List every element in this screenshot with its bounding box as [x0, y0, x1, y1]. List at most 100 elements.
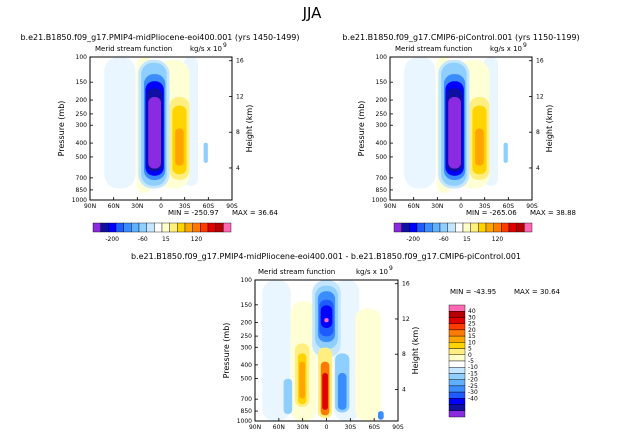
colorbar-swatch: [448, 391, 466, 399]
colorbar-label: -20: [468, 377, 478, 384]
x-tick-label: 30N: [297, 424, 309, 431]
y-axis-label: Pressure (mb): [57, 101, 66, 157]
y-axis-label-right: Height (km): [545, 105, 554, 153]
colorbar-swatch: [192, 222, 201, 233]
colorbar-swatch: [448, 373, 466, 380]
colorbar-swatch: [432, 222, 441, 233]
colorbar-swatch: [424, 222, 433, 233]
y-tick-label: 250: [76, 111, 88, 118]
colorbar-swatch: [146, 222, 155, 233]
colorbar-swatch: [493, 222, 502, 233]
min-value-label: MIN = -250.97: [168, 209, 219, 217]
contour-region: [503, 142, 508, 163]
y-tick-label: 700: [76, 175, 88, 182]
y-tick-label: 250: [376, 111, 388, 118]
colorbar-swatch: [485, 222, 494, 233]
units-exponent: 9: [223, 42, 227, 49]
height-tick-label: 16: [536, 58, 544, 65]
y-axis-label-right: Height (km): [245, 105, 254, 153]
colorbar-swatch: [501, 222, 510, 233]
y-tick-label: 150: [376, 79, 388, 86]
colorbar-swatch: [448, 410, 466, 418]
height-tick-label: 12: [402, 316, 410, 323]
colorbar-swatch: [416, 222, 425, 233]
colorbar-label: -40: [468, 395, 478, 402]
colorbar-swatch: [448, 367, 466, 374]
contour-region: [320, 305, 333, 328]
x-tick-label: 90S: [392, 424, 404, 431]
colorbar-label: 30: [468, 314, 476, 321]
colorbar-swatch: [448, 311, 466, 318]
plot-title: Merid stream function: [395, 45, 472, 53]
units-label: kg/s x 10: [356, 268, 388, 276]
colorbar-swatch: [448, 398, 466, 405]
contour-region: [377, 411, 384, 420]
case-label: b.e21.B1850.f09_g17.CMIP6-piControl.001 …: [342, 33, 579, 42]
y-tick-label: 1000: [237, 418, 252, 425]
colorbar-swatch: [516, 222, 525, 233]
y-axis-label: Pressure (mb): [222, 323, 231, 379]
x-tick-label: 90S: [226, 203, 238, 210]
colorbar-label: 0: [468, 352, 472, 359]
y-tick-label: 850: [241, 408, 253, 415]
x-tick-label: 60N: [273, 424, 285, 431]
figure-title: JJA: [302, 4, 323, 22]
y-tick-label: 200: [376, 97, 388, 104]
min-value-label: MIN = -43.95: [450, 288, 496, 296]
contour-region: [404, 57, 436, 189]
y-axis-label: Pressure (mb): [357, 101, 366, 157]
colorbar-swatch: [478, 222, 487, 233]
colorbar-swatch: [447, 222, 456, 233]
colorbar-label: -60: [439, 236, 449, 243]
height-tick-label: 8: [402, 351, 406, 358]
units-exponent: 9: [523, 42, 527, 49]
colorbar-swatch: [169, 222, 178, 233]
colorbar-label: 120: [492, 236, 504, 243]
colorbar-label: 10: [468, 339, 476, 346]
colorbar-swatch: [184, 222, 193, 233]
colorbar-label: -30: [468, 389, 478, 396]
y-tick-label: 500: [241, 376, 253, 383]
colorbar-swatch: [439, 222, 448, 233]
colorbar-label: -10: [468, 364, 478, 371]
x-tick-label: 30N: [431, 203, 443, 210]
y-tick-label: 850: [76, 187, 88, 194]
units-label: kg/s x 10: [490, 45, 522, 53]
x-tick-label: 90S: [526, 203, 538, 210]
colorbar-label: 15: [468, 333, 476, 340]
colorbar-label: 5: [468, 346, 472, 353]
colorbar-swatch: [448, 342, 466, 349]
y-tick-label: 150: [241, 302, 253, 309]
colorbar-swatch: [393, 222, 402, 233]
x-tick-label: 90N: [84, 203, 96, 210]
y-tick-label: 1000: [372, 197, 387, 204]
contour-region: [299, 361, 306, 399]
contour-region: [148, 97, 161, 169]
height-tick-label: 8: [536, 129, 540, 136]
colorbar-swatch: [448, 404, 466, 411]
colorbar-swatch: [508, 222, 517, 233]
colorbar-swatch: [92, 222, 101, 233]
colorbar-swatch: [448, 304, 466, 312]
plot-title: Merid stream function: [258, 268, 335, 276]
y-tick-label: 400: [241, 362, 253, 369]
case-label: b.e21.B1850.f09_g17.PMIP4-midPliocene-eo…: [131, 252, 521, 261]
y-tick-label: 700: [376, 175, 388, 182]
y-tick-label: 200: [241, 319, 253, 326]
contour-region: [337, 373, 347, 410]
contour-region: [324, 318, 329, 323]
height-tick-label: 16: [402, 281, 410, 288]
colorbar-label: 120: [191, 236, 203, 243]
y-tick-label: 400: [376, 140, 388, 147]
height-tick-label: 4: [536, 165, 540, 172]
y-tick-label: 300: [376, 122, 388, 129]
contour-region: [355, 308, 381, 421]
colorbar-label: -200: [406, 236, 420, 243]
colorbar-label: -200: [105, 236, 119, 243]
y-tick-label: 100: [241, 277, 253, 284]
colorbar-swatch: [123, 222, 132, 233]
x-tick-label: 60S: [503, 203, 515, 210]
units-exponent: 9: [389, 265, 393, 272]
colorbar-swatch: [207, 222, 216, 233]
x-tick-label: 60S: [203, 203, 215, 210]
